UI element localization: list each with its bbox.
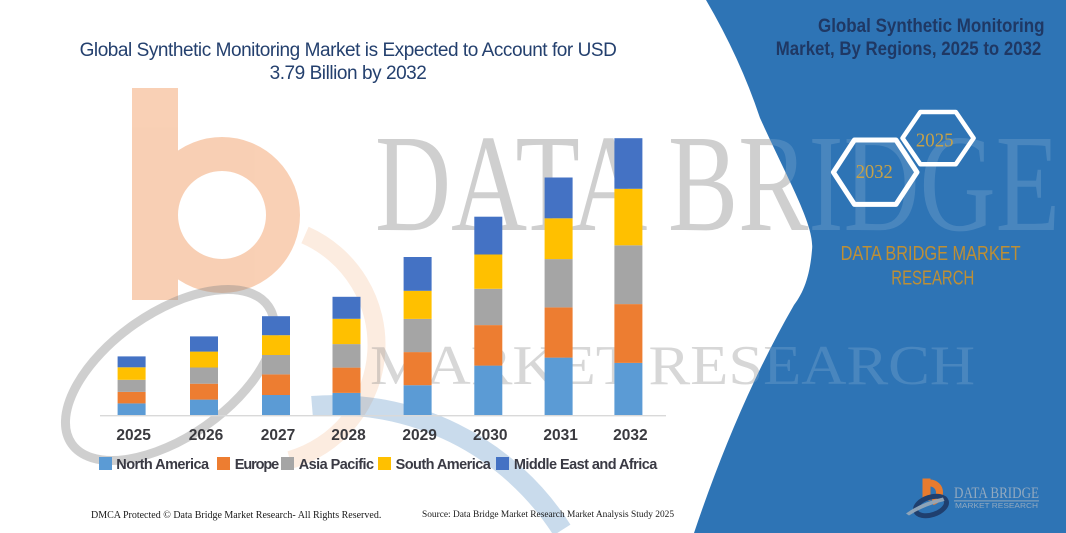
svg-text:DATA BRIDGE: DATA BRIDGE <box>954 485 1039 502</box>
svg-text:DATA BRIDGE MARKET: DATA BRIDGE MARKET <box>841 242 1021 265</box>
svg-text:Global Synthetic Monitoring: Global Synthetic Monitoring <box>818 16 1045 37</box>
svg-text:2025: 2025 <box>916 129 954 151</box>
svg-text:Market, By Regions, 2025 to 20: Market, By Regions, 2025 to 2032 <box>776 39 1042 60</box>
svg-text:MARKET RESEARCH: MARKET RESEARCH <box>955 501 1038 510</box>
svg-text:2032: 2032 <box>856 162 893 183</box>
svg-text:RESEARCH: RESEARCH <box>891 267 974 290</box>
